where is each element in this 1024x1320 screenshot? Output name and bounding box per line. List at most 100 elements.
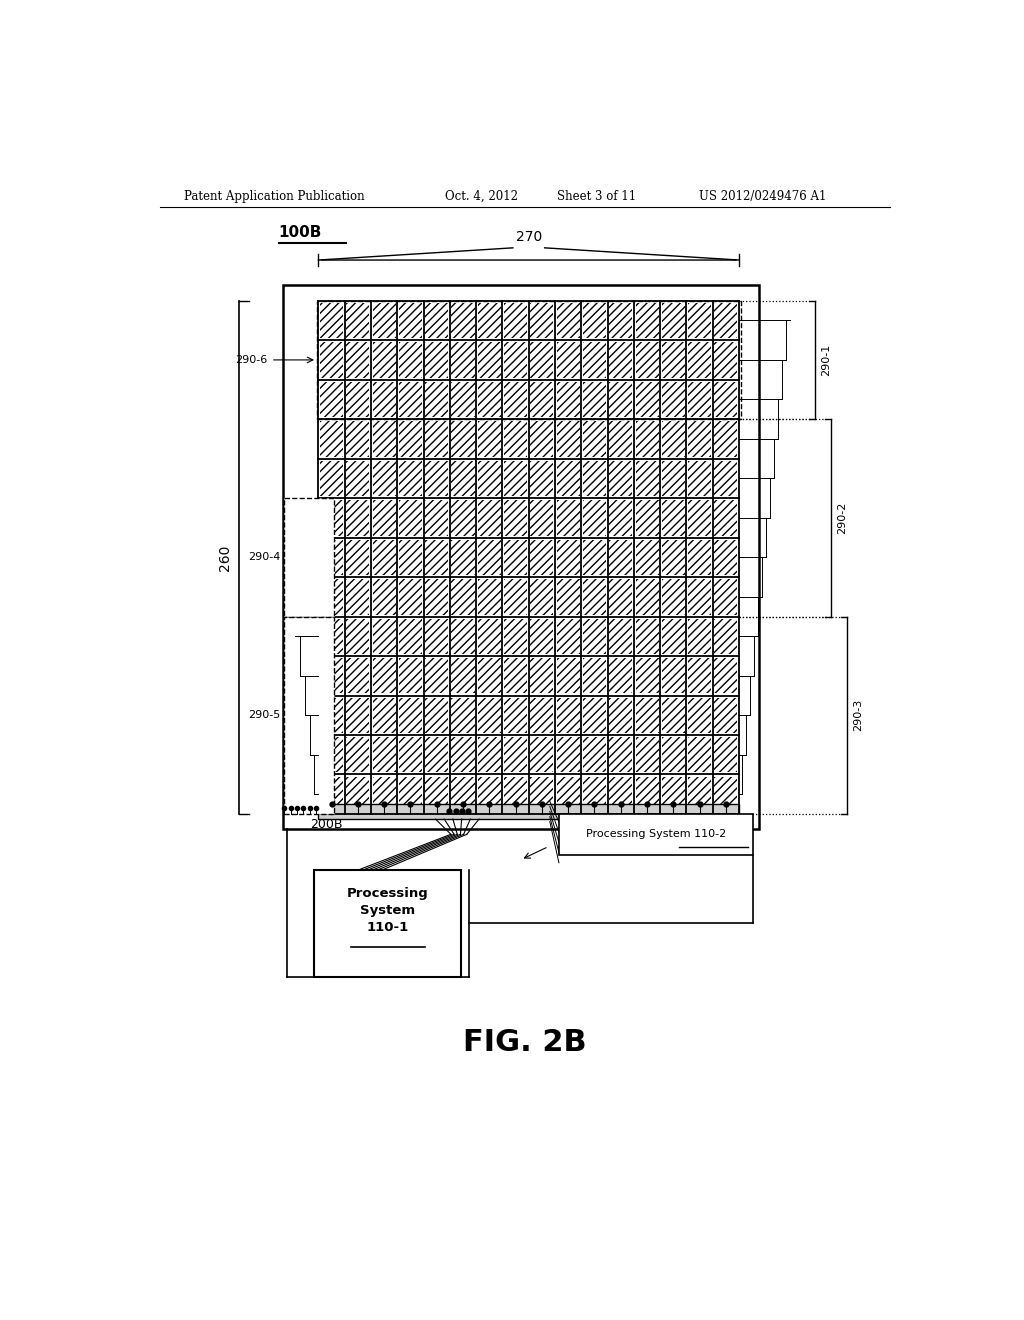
Bar	[609, 342, 633, 378]
Bar	[557, 737, 580, 772]
Bar	[662, 302, 685, 338]
Bar	[373, 302, 395, 338]
Bar	[321, 342, 343, 378]
Bar	[452, 500, 474, 536]
Bar	[688, 461, 712, 496]
Bar	[557, 540, 580, 576]
Bar	[452, 302, 474, 338]
Bar	[452, 659, 474, 693]
Bar	[504, 776, 527, 812]
Bar	[530, 500, 553, 536]
Bar	[715, 619, 737, 653]
Bar	[373, 697, 395, 733]
Bar	[425, 500, 449, 536]
Bar	[662, 697, 685, 733]
Bar	[688, 302, 712, 338]
Bar	[283, 285, 759, 829]
Bar	[688, 342, 712, 378]
Bar	[321, 302, 343, 338]
Bar	[346, 342, 370, 378]
Bar	[425, 342, 449, 378]
Bar	[285, 498, 334, 616]
Bar	[530, 381, 553, 417]
Bar	[452, 579, 474, 615]
Bar	[636, 776, 658, 812]
Bar	[636, 540, 658, 576]
Bar	[321, 500, 343, 536]
Text: 291: 291	[557, 838, 581, 851]
Bar	[609, 659, 633, 693]
Bar	[557, 500, 580, 536]
Bar	[373, 461, 395, 496]
Bar	[636, 421, 658, 457]
Bar	[373, 540, 395, 576]
Bar	[583, 776, 606, 812]
Bar	[452, 697, 474, 733]
Bar	[662, 737, 685, 772]
Bar	[715, 381, 737, 417]
Bar	[452, 381, 474, 417]
Bar	[636, 619, 658, 653]
Bar	[478, 697, 501, 733]
Bar	[425, 461, 449, 496]
Bar	[583, 342, 606, 378]
Text: 260: 260	[218, 544, 231, 570]
Bar	[425, 381, 449, 417]
Bar	[715, 776, 737, 812]
Bar	[530, 302, 553, 338]
Bar	[583, 737, 606, 772]
Bar	[715, 659, 737, 693]
Bar	[399, 737, 422, 772]
Text: Oct. 4, 2012: Oct. 4, 2012	[445, 190, 518, 202]
Bar	[504, 540, 527, 576]
Bar	[452, 461, 474, 496]
Text: 290-5: 290-5	[248, 710, 281, 721]
Bar	[452, 737, 474, 772]
Bar	[609, 540, 633, 576]
Bar	[530, 342, 553, 378]
Bar	[504, 381, 527, 417]
Bar	[636, 500, 658, 536]
Bar	[557, 461, 580, 496]
Text: 290-3: 290-3	[853, 700, 863, 731]
Bar	[583, 540, 606, 576]
Bar	[662, 342, 685, 378]
Text: 290-1: 290-1	[821, 343, 831, 376]
Bar	[609, 461, 633, 496]
Bar	[715, 737, 737, 772]
Bar	[609, 737, 633, 772]
Bar	[321, 579, 343, 615]
Bar	[530, 776, 553, 812]
Bar	[688, 579, 712, 615]
Bar	[452, 776, 474, 812]
Bar	[662, 619, 685, 653]
Bar	[452, 421, 474, 457]
Bar	[609, 500, 633, 536]
Bar	[452, 619, 474, 653]
Bar	[557, 659, 580, 693]
Bar	[504, 500, 527, 536]
Bar	[373, 619, 395, 653]
Bar	[636, 659, 658, 693]
Bar	[346, 776, 370, 812]
Bar	[452, 540, 474, 576]
Bar	[316, 301, 740, 420]
Bar	[504, 697, 527, 733]
Bar	[373, 342, 395, 378]
Bar	[530, 619, 553, 653]
Bar	[452, 342, 474, 378]
Bar	[478, 619, 501, 653]
Bar	[715, 540, 737, 576]
Bar	[321, 619, 343, 653]
Bar	[688, 500, 712, 536]
Bar	[662, 461, 685, 496]
Bar	[609, 381, 633, 417]
Bar	[530, 461, 553, 496]
Bar	[609, 697, 633, 733]
Bar	[583, 461, 606, 496]
Bar	[425, 737, 449, 772]
Bar	[662, 776, 685, 812]
Bar	[662, 579, 685, 615]
Text: Processing System 110-2: Processing System 110-2	[586, 829, 726, 840]
Bar	[557, 776, 580, 812]
